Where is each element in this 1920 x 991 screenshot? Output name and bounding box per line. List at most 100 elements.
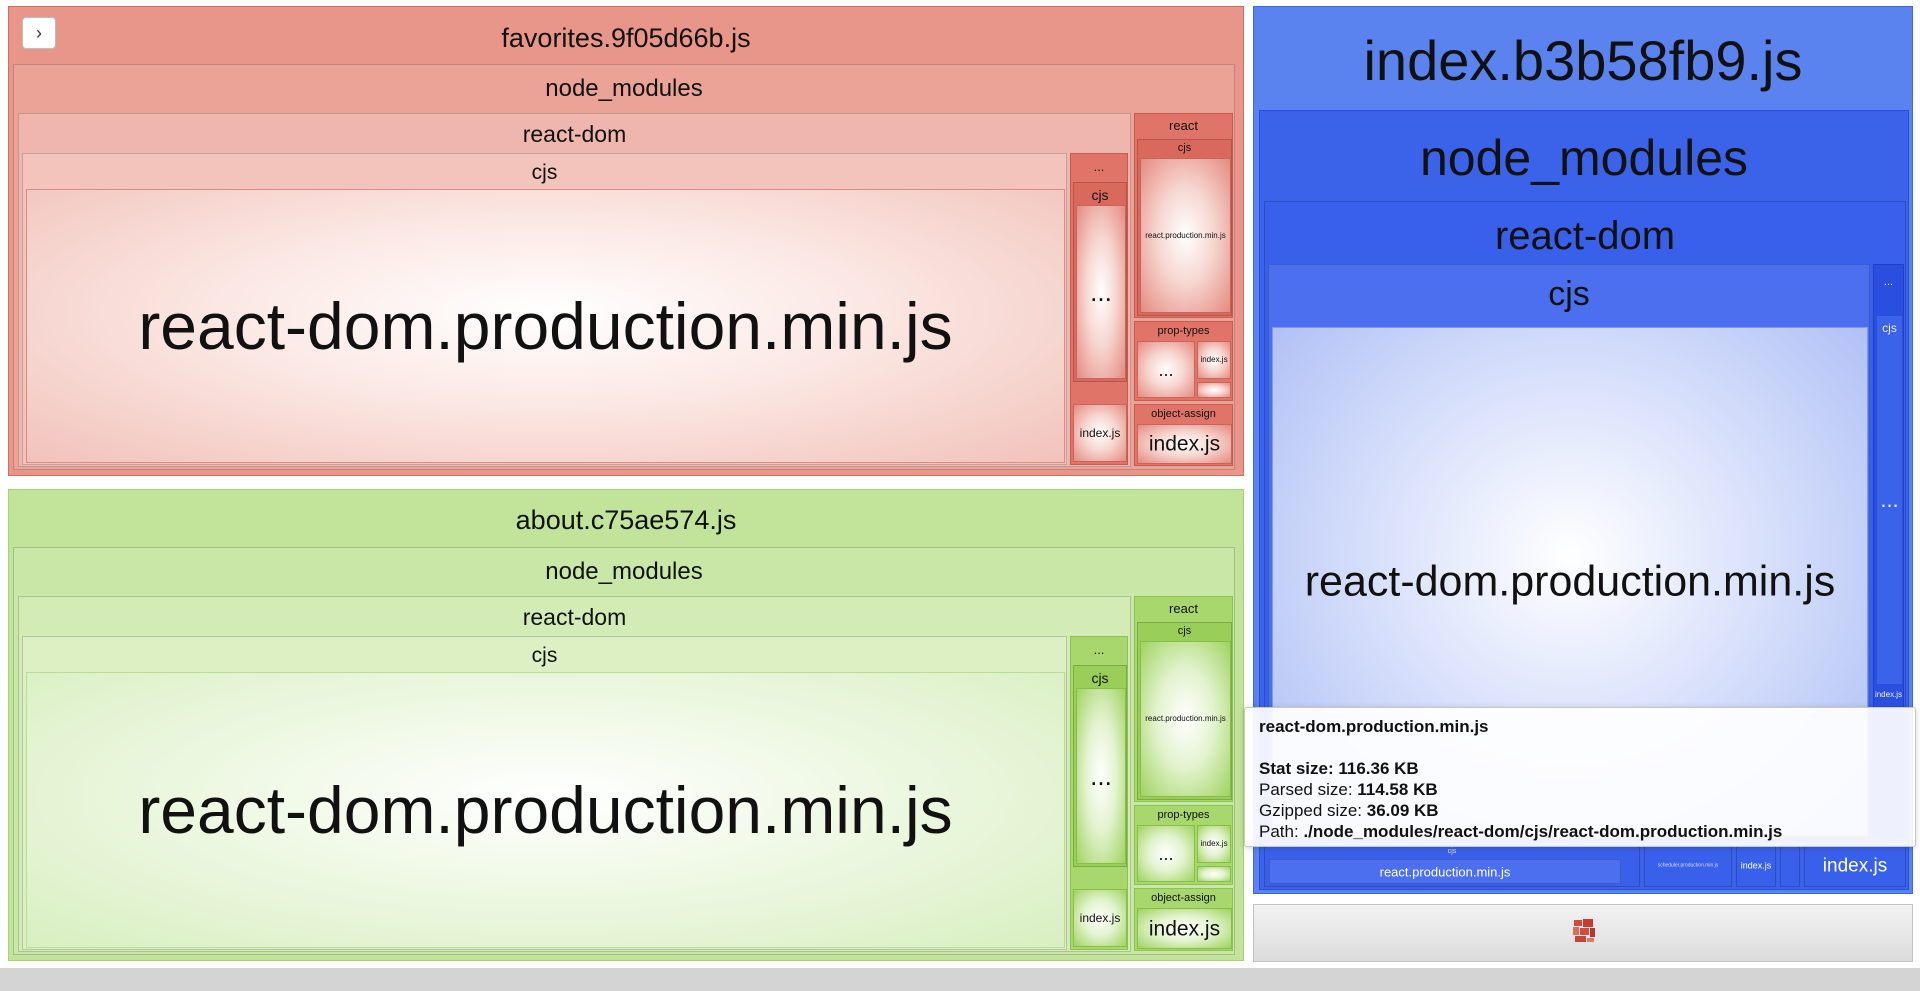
about-prop-types-label: prop-types <box>1157 809 1210 821</box>
tooltip-parsed-size: Parsed size: 114.58 KB <box>1259 780 1438 799</box>
favorites-object-assign[interactable]: object-assign index.js <box>1134 404 1233 466</box>
favorites-cjs[interactable]: cjs react-dom.production.min.js <box>22 153 1067 465</box>
chunk-favorites-label: favorites.9f05d66b.js <box>501 23 751 53</box>
favorites-side-ellipsis: ... <box>1093 159 1105 174</box>
about-object-assign[interactable]: object-assign index.js <box>1134 888 1233 951</box>
favorites-object-assign-index-label: index.js <box>1148 432 1221 456</box>
index-react-group[interactable]: cjs react.production.min.js <box>1264 845 1640 887</box>
favorites-prop-types-leaf[interactable]: ... <box>1137 341 1195 398</box>
favorites-prop-types[interactable]: prop-types ... index.js <box>1134 321 1233 401</box>
about-react-cjs[interactable]: cjs react.production.min.js <box>1137 622 1232 800</box>
treemap-canvas: favorites.9f05d66b.js node_modules react… <box>0 0 1920 968</box>
index-scheduler-leaf-label: scheduler.production.min.js <box>1657 862 1719 869</box>
favorites-react-leaf[interactable]: react.production.min.js <box>1140 158 1231 313</box>
index-react-leaf[interactable]: react.production.min.js <box>1269 859 1621 884</box>
chunk-favorites[interactable]: favorites.9f05d66b.js node_modules react… <box>8 6 1244 476</box>
index-react-cjs-label: cjs <box>1447 848 1457 855</box>
chunk-index-label: index.b3b58fb9.js <box>1363 29 1803 92</box>
index-side-cjs[interactable]: cjs ... <box>1876 315 1903 685</box>
index-side-ellipsis: ... <box>1883 276 1894 288</box>
about-cjs-label: cjs <box>531 644 558 667</box>
index-scheduler[interactable]: scheduler.production.min.js <box>1644 845 1732 887</box>
favorites-prop-types-index[interactable]: index.js <box>1197 341 1231 379</box>
index-main-leaf-label: react-dom.production.min.js <box>1304 557 1836 605</box>
favorites-side-group[interactable]: ... cjs ... index.js <box>1070 153 1128 465</box>
about-side-ellipsis: ... <box>1093 642 1105 657</box>
about-node-modules-label: node_modules <box>545 558 703 585</box>
chunk-about[interactable]: about.c75ae574.js node_modules react-dom… <box>8 489 1244 961</box>
module-tooltip: react-dom.production.min.js Stat size: 1… <box>1244 707 1916 847</box>
favorites-side-cjs[interactable]: cjs ... <box>1073 182 1127 382</box>
favorites-prop-types-ellipsis: ... <box>1158 359 1174 380</box>
favorites-react[interactable]: react cjs react.production.min.js <box>1134 113 1233 318</box>
favorites-object-assign-label: object-assign <box>1151 408 1216 420</box>
about-object-assign-index-label: index.js <box>1148 917 1221 940</box>
about-object-assign-label: object-assign <box>1151 892 1216 904</box>
about-side-cjs[interactable]: cjs ... <box>1073 665 1127 867</box>
favorites-side-cjs-ellipsis: ... <box>1090 277 1112 307</box>
favorites-react-dom-label: react-dom <box>522 121 627 147</box>
index-react-dom-label: react-dom <box>1494 214 1676 258</box>
about-prop-types[interactable]: prop-types ... index.js <box>1134 805 1233 885</box>
about-prop-types-ellipsis: ... <box>1158 843 1174 864</box>
about-react[interactable]: react cjs react.production.min.js <box>1134 596 1233 802</box>
about-react-dom[interactable]: react-dom cjs react-dom.production.min.j… <box>18 596 1131 952</box>
about-prop-types-index[interactable]: index.js <box>1197 825 1231 863</box>
favorites-react-dom[interactable]: react-dom cjs react-dom.production.min.j… <box>18 113 1131 467</box>
about-side-group[interactable]: ... cjs ... index.js <box>1070 636 1128 950</box>
about-cjs[interactable]: cjs react-dom.production.min.js <box>22 636 1067 950</box>
index-side-cjs-label: cjs <box>1882 321 1897 335</box>
about-react-leaf[interactable]: react.production.min.js <box>1140 641 1231 797</box>
about-object-assign-index[interactable]: index.js <box>1137 908 1232 949</box>
favorites-node-modules[interactable]: node_modules react-dom cjs react-dom.pro… <box>13 64 1235 470</box>
favorites-react-cjs-label: cjs <box>1177 142 1192 154</box>
about-side-cjs-ellipsis: ... <box>1090 761 1112 791</box>
about-react-cjs-label: cjs <box>1177 625 1192 637</box>
index-cjs-label: cjs <box>1548 275 1590 313</box>
index-node-modules-label: node_modules <box>1419 130 1749 186</box>
favorites-main-leaf-label: react-dom.production.min.js <box>138 289 953 363</box>
tooltip-path: Path: ./node_modules/react-dom/cjs/react… <box>1259 822 1783 841</box>
index-bottom-index-label: index.js <box>1822 855 1888 877</box>
index-react-leaf-label: react.production.min.js <box>1379 864 1511 879</box>
favorites-node-modules-label: node_modules <box>545 75 703 102</box>
tooltip-stat-size: Stat size: 116.36 KB <box>1259 759 1419 778</box>
favorites-side-cjs-leaf[interactable]: ... <box>1076 205 1126 379</box>
index-small-index[interactable]: index.js <box>1736 845 1776 887</box>
index-side-cjs-ellipsis: ... <box>1880 487 1899 512</box>
favorites-object-assign-index[interactable]: index.js <box>1137 424 1232 464</box>
about-main-leaf[interactable]: react-dom.production.min.js <box>26 672 1065 948</box>
index-bottom-index[interactable]: index.js <box>1804 845 1906 887</box>
index-small-index-label: index.js <box>1740 860 1772 871</box>
about-node-modules[interactable]: node_modules react-dom cjs react-dom.pro… <box>13 547 1235 955</box>
tooltip-name: react-dom.production.min.js <box>1259 717 1489 736</box>
about-main-leaf-label: react-dom.production.min.js <box>138 773 953 847</box>
favorites-react-cjs[interactable]: cjs react.production.min.js <box>1137 139 1232 316</box>
tooltip-gzip-size: Gzipped size: 36.09 KB <box>1259 801 1439 820</box>
about-side-index[interactable]: index.js <box>1073 889 1127 947</box>
index-side-index: index.js <box>1874 690 1903 699</box>
favorites-cjs-label: cjs <box>531 161 558 184</box>
about-side-cjs-label: cjs <box>1091 670 1109 686</box>
about-side-index-label: index.js <box>1079 911 1121 925</box>
favorites-prop-types-tiny[interactable] <box>1197 382 1231 398</box>
about-react-label: react <box>1169 601 1198 616</box>
sidebar-toggle-button[interactable]: › <box>22 17 56 49</box>
chunk-runtime[interactable] <box>1253 904 1913 962</box>
about-react-leaf-label: react.production.min.js <box>1145 714 1226 723</box>
favorites-side-index-label: index.js <box>1079 426 1121 440</box>
favorites-side-cjs-label: cjs <box>1091 187 1109 203</box>
about-side-cjs-leaf[interactable]: ... <box>1076 688 1126 864</box>
favorites-main-leaf[interactable]: react-dom.production.min.js <box>26 189 1065 463</box>
favorites-prop-types-index-label: index.js <box>1200 355 1228 364</box>
about-prop-types-leaf[interactable]: ... <box>1137 825 1195 882</box>
chevron-right-icon: › <box>36 22 42 43</box>
webpack-logo-icon <box>1573 919 1595 942</box>
about-prop-types-index-label: index.js <box>1200 839 1228 848</box>
about-react-dom-label: react-dom <box>522 604 627 630</box>
index-small-extra[interactable] <box>1780 845 1800 887</box>
about-prop-types-tiny[interactable] <box>1197 866 1231 882</box>
chunk-about-label: about.c75ae574.js <box>515 505 737 535</box>
favorites-react-label: react <box>1169 118 1198 133</box>
favorites-side-index[interactable]: index.js <box>1073 404 1127 462</box>
